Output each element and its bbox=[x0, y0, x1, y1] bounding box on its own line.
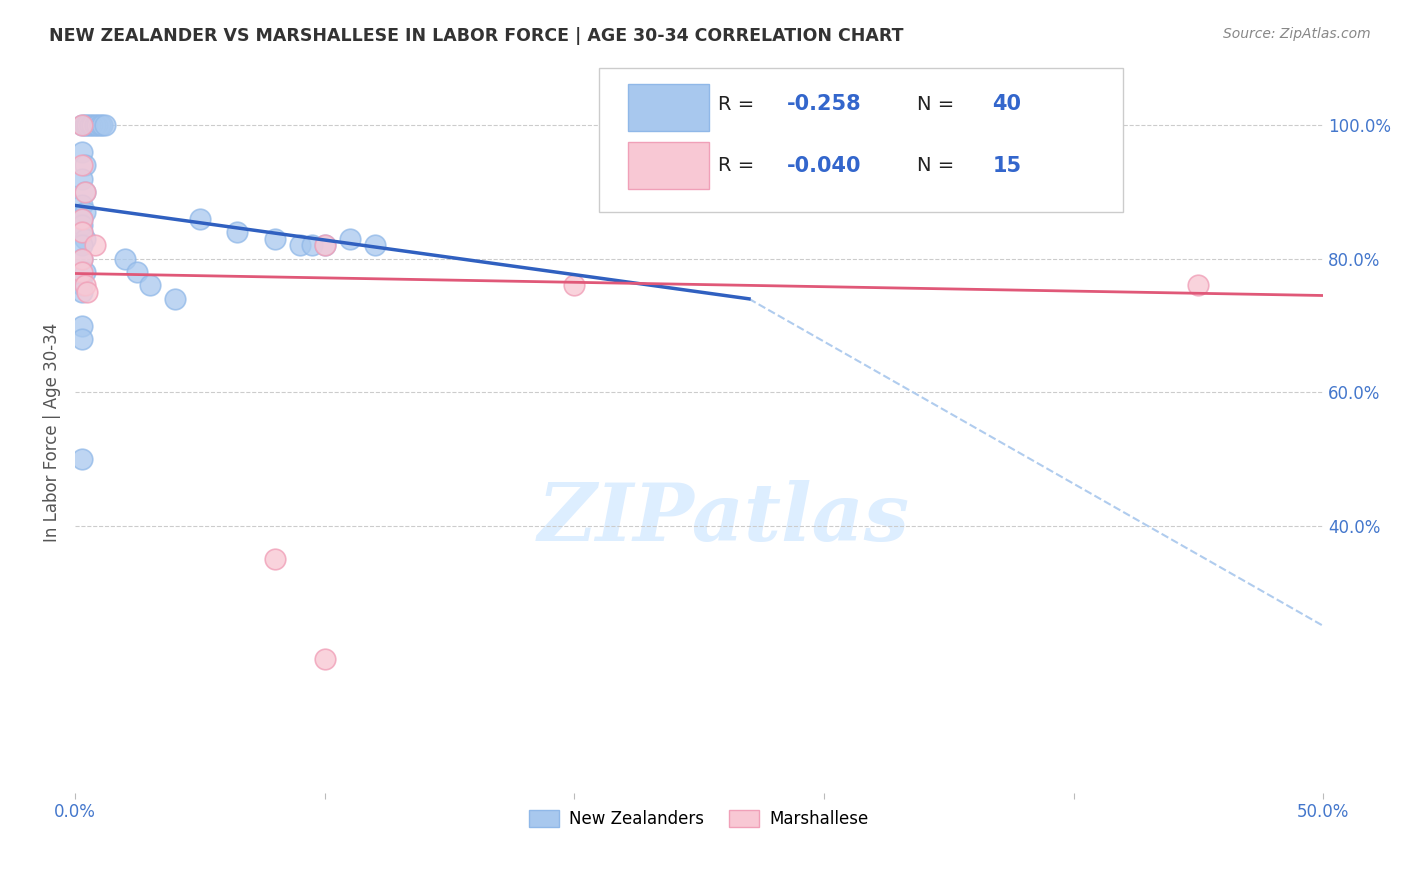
Point bbox=[72, 265, 94, 279]
Point bbox=[226, 225, 249, 239]
Text: ZIPatlas: ZIPatlas bbox=[538, 480, 910, 558]
Text: Source: ZipAtlas.com: Source: ZipAtlas.com bbox=[1223, 27, 1371, 41]
FancyBboxPatch shape bbox=[628, 84, 709, 131]
Point bbox=[86, 119, 108, 133]
Point bbox=[72, 452, 94, 467]
Point bbox=[72, 252, 94, 266]
FancyBboxPatch shape bbox=[628, 142, 709, 189]
Text: -0.258: -0.258 bbox=[786, 95, 860, 114]
Point bbox=[72, 198, 94, 212]
Point bbox=[73, 158, 96, 172]
Point bbox=[73, 205, 96, 219]
Point bbox=[72, 225, 94, 239]
Point bbox=[94, 119, 117, 133]
Point bbox=[72, 171, 94, 186]
Point bbox=[127, 265, 149, 279]
Point bbox=[72, 119, 94, 133]
Point bbox=[72, 211, 94, 226]
Point bbox=[72, 219, 94, 233]
Text: R =: R = bbox=[718, 95, 761, 114]
Point bbox=[363, 238, 385, 252]
Point bbox=[84, 119, 107, 133]
Point bbox=[89, 119, 111, 133]
Point bbox=[288, 238, 311, 252]
Point bbox=[72, 278, 94, 293]
Text: NEW ZEALANDER VS MARSHALLESE IN LABOR FORCE | AGE 30-34 CORRELATION CHART: NEW ZEALANDER VS MARSHALLESE IN LABOR FO… bbox=[49, 27, 904, 45]
Point bbox=[91, 119, 114, 133]
Point bbox=[263, 232, 285, 246]
Point bbox=[76, 285, 98, 300]
Point bbox=[72, 158, 94, 172]
Point bbox=[72, 119, 94, 133]
Point bbox=[1187, 278, 1209, 293]
Point bbox=[73, 232, 96, 246]
Text: N =: N = bbox=[918, 156, 960, 175]
Point bbox=[72, 285, 94, 300]
Point bbox=[73, 278, 96, 293]
Point bbox=[72, 318, 94, 333]
Point bbox=[163, 292, 186, 306]
Y-axis label: In Labor Force | Age 30-34: In Labor Force | Age 30-34 bbox=[44, 323, 60, 542]
Legend: New Zealanders, Marshallese: New Zealanders, Marshallese bbox=[523, 804, 876, 835]
Point bbox=[76, 119, 98, 133]
Point bbox=[82, 119, 104, 133]
Point bbox=[72, 252, 94, 266]
Point bbox=[314, 238, 336, 252]
Text: 40: 40 bbox=[993, 95, 1021, 114]
Text: N =: N = bbox=[918, 95, 960, 114]
FancyBboxPatch shape bbox=[599, 69, 1123, 212]
Point bbox=[188, 211, 211, 226]
Point bbox=[72, 332, 94, 346]
Point bbox=[114, 252, 136, 266]
Point bbox=[339, 232, 361, 246]
Point bbox=[73, 119, 96, 133]
Point bbox=[72, 225, 94, 239]
Point bbox=[72, 238, 94, 252]
Point bbox=[562, 278, 585, 293]
Text: -0.040: -0.040 bbox=[786, 155, 860, 176]
Point bbox=[73, 265, 96, 279]
Text: 15: 15 bbox=[993, 155, 1022, 176]
Point bbox=[79, 119, 101, 133]
Point bbox=[314, 652, 336, 666]
Text: R =: R = bbox=[718, 156, 761, 175]
Point bbox=[314, 238, 336, 252]
Point bbox=[139, 278, 162, 293]
Point bbox=[72, 145, 94, 159]
Point bbox=[84, 238, 107, 252]
Point bbox=[73, 185, 96, 199]
Point bbox=[73, 185, 96, 199]
Point bbox=[72, 211, 94, 226]
Point bbox=[263, 552, 285, 566]
Point bbox=[301, 238, 323, 252]
